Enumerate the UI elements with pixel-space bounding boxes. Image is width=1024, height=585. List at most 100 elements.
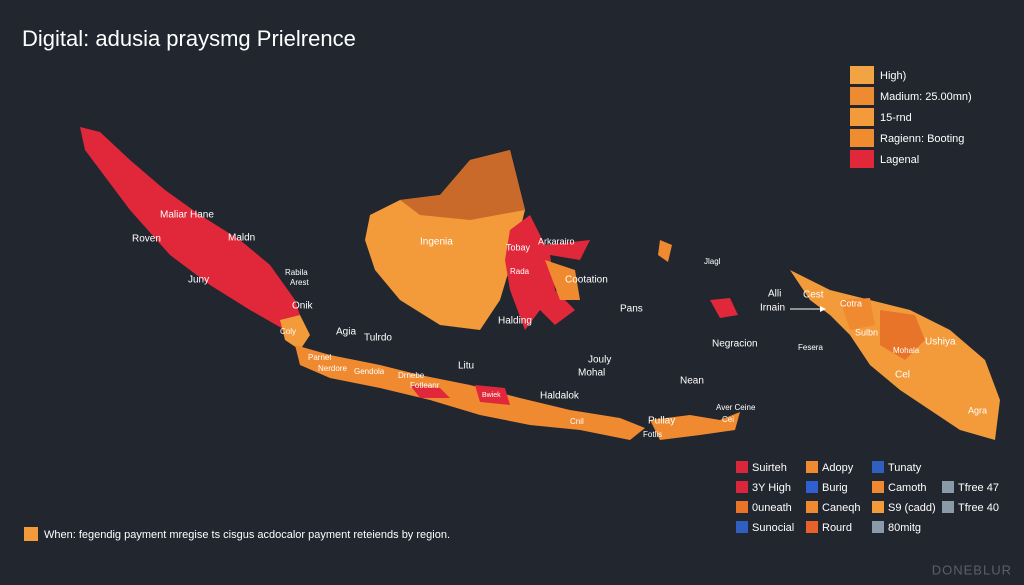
key-swatch — [806, 521, 818, 533]
sulawesi — [505, 215, 590, 330]
legend-swatch — [850, 66, 874, 84]
sulawesi-south — [545, 260, 580, 300]
title: Digital: adusia praysmg Prielrence — [22, 26, 356, 51]
key-swatch — [806, 461, 818, 473]
key-swatch — [806, 501, 818, 513]
legend-swatch — [850, 129, 874, 147]
map-label: Cootation — [565, 275, 608, 286]
island — [650, 412, 740, 440]
map-label: Tulrdo — [364, 333, 392, 344]
key-label: Tunaty — [888, 462, 922, 474]
papua-region — [880, 310, 925, 360]
map-label: Pullay — [648, 416, 675, 427]
java — [295, 345, 645, 440]
map-label: Rada — [510, 267, 530, 276]
map-label: Cest — [803, 290, 824, 301]
legend-swatch — [850, 87, 874, 105]
legend-swatch — [850, 108, 874, 126]
map-label: Halding — [498, 316, 532, 327]
key-swatch — [806, 481, 818, 493]
map-labels: Maliar Hane Roven Maldn Juny Rabila Ares… — [132, 210, 987, 439]
map-label: Mohal — [578, 368, 605, 379]
key-swatch — [872, 521, 884, 533]
footnote: When: fegendig payment mregise ts cisgus… — [44, 529, 450, 541]
map-label: Mohala — [893, 346, 920, 355]
arrow-head — [820, 306, 826, 312]
map-label: Jlagl — [704, 257, 721, 266]
map-label: Tobay — [506, 242, 531, 252]
map-label: Ingenia — [420, 237, 453, 248]
map-label: Sulbn — [855, 327, 878, 337]
map-label: Juny — [188, 275, 209, 286]
map-label: Agra — [968, 405, 987, 415]
map-label: Cotra — [840, 298, 862, 308]
map-label: Rabila — [285, 268, 308, 277]
map-label: Parnel — [308, 353, 331, 362]
map-label: Pans — [620, 304, 643, 315]
map-label: Roven — [132, 234, 161, 245]
map-label: Nean — [680, 376, 704, 387]
key-label: 3Y High — [752, 482, 791, 494]
legend: High) Madium: 25.00mn) 15-rnd Ragienn: Boot… — [850, 66, 972, 168]
key-swatch — [736, 521, 748, 533]
key-label: 80mitg — [888, 522, 921, 534]
map-label: Bwiek — [482, 392, 501, 399]
map-label: Ushiya — [925, 337, 956, 348]
map — [80, 127, 1000, 440]
papua — [790, 270, 1000, 440]
island — [710, 298, 738, 318]
map-label: Coly — [280, 327, 296, 336]
key-label: S9 (cadd) — [888, 502, 936, 514]
watermark: DONEBLUR — [932, 562, 1012, 577]
key-swatch — [736, 481, 748, 493]
map-label: Aver Ceine — [716, 403, 756, 412]
map-label: Maliar Hane — [160, 210, 214, 221]
map-label: Drnebe — [398, 371, 425, 380]
map-label: Fotleanr — [410, 381, 440, 390]
map-label: Litu — [458, 361, 474, 372]
key-swatch — [942, 481, 954, 493]
map-label: Gendola — [354, 367, 385, 376]
map-label: Negracion — [712, 339, 758, 350]
legend-label: High) — [880, 70, 906, 82]
legend-label: Ragienn: Booting — [880, 133, 964, 145]
map-label: Alli — [768, 289, 781, 300]
legend-label: 15-rnd — [880, 112, 912, 124]
map-label: Maldn — [228, 233, 255, 244]
map-label: Fotlis — [643, 430, 662, 439]
key-swatch — [736, 461, 748, 473]
map-label: Nerdore — [318, 364, 347, 373]
key-swatch — [872, 501, 884, 513]
map-label: Cel — [895, 370, 910, 381]
region — [475, 385, 510, 405]
map-label: Fesera — [798, 343, 823, 352]
key-swatch — [872, 481, 884, 493]
key: Suirteh Adopy Tunaty 3Y High Burig Camoth Tfre… — [736, 461, 999, 534]
key-label: Rourd — [822, 522, 852, 534]
map-label: Jouly — [588, 355, 611, 366]
legend-label: Lagenal — [880, 154, 919, 166]
key-label: Camoth — [888, 482, 927, 494]
key-swatch — [736, 501, 748, 513]
map-label: Agia — [336, 327, 356, 338]
borneo-north — [400, 150, 525, 220]
key-label: Suirteh — [752, 462, 787, 474]
map-label: Arest — [290, 278, 309, 287]
key-label: Burig — [822, 482, 848, 494]
legend-swatch — [850, 150, 874, 168]
footnote-swatch — [24, 527, 38, 541]
island — [280, 315, 310, 350]
key-swatch — [942, 501, 954, 513]
legend-label: Madium: 25.00mn) — [880, 91, 972, 103]
key-label: Tfree 40 — [958, 502, 999, 514]
key-label: Adopy — [822, 462, 854, 474]
key-swatch — [872, 461, 884, 473]
island — [658, 240, 672, 262]
map-label: Cei — [722, 415, 734, 424]
papua-region — [840, 298, 875, 330]
map-label: Cnil — [570, 417, 584, 426]
key-label: 0uneath — [752, 502, 792, 514]
key-label: Sunocial — [752, 522, 794, 534]
map-label: Arkarairo — [538, 236, 575, 246]
